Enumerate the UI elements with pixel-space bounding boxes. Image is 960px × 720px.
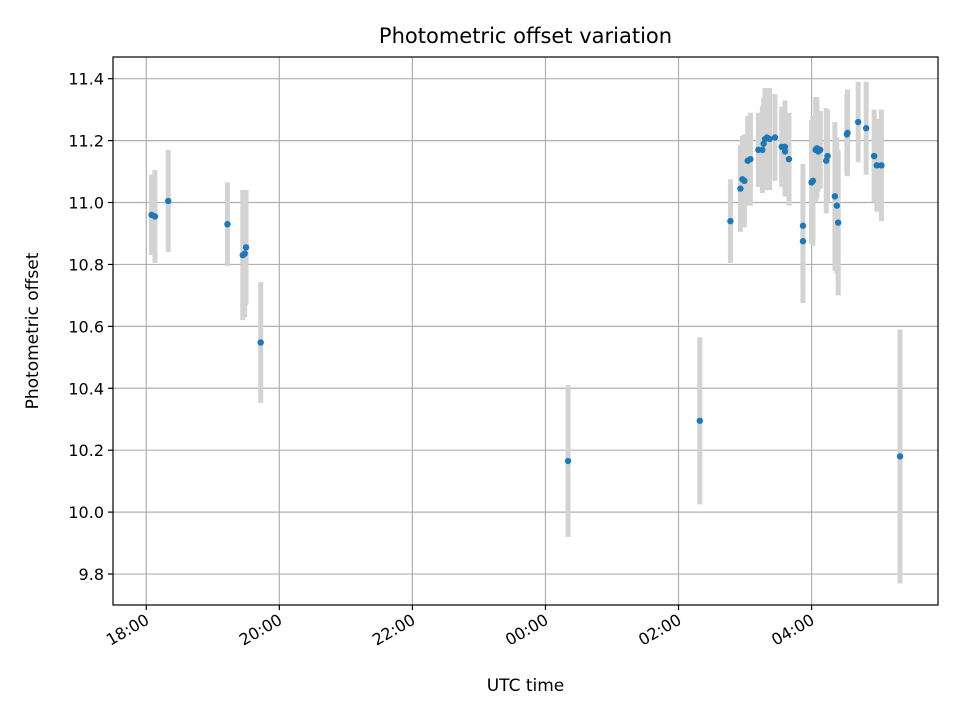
data-point	[799, 238, 807, 245]
data-point	[741, 177, 748, 185]
data-point	[151, 213, 159, 220]
data-point	[831, 193, 839, 200]
data-point	[696, 417, 704, 424]
y-tick-label: 10.6	[68, 317, 104, 336]
plot-frame	[112, 56, 939, 606]
data-point	[747, 155, 754, 163]
data-point	[854, 118, 862, 126]
data-point	[759, 146, 766, 154]
y-tick-label: 10.2	[68, 441, 104, 460]
y-tick-label: 10.8	[68, 255, 104, 274]
data-point	[727, 217, 734, 225]
data-point	[873, 162, 880, 169]
data-point	[781, 143, 789, 150]
y-axis-ticks: 9.8 10.0 10.2 10.4 10.6 10.8 11.0 11.2 11.4	[68, 70, 113, 584]
data-point	[564, 457, 572, 465]
data-point	[766, 135, 773, 143]
data-point	[824, 152, 831, 160]
y-tick-label: 10.0	[68, 503, 104, 522]
data-point	[878, 162, 885, 169]
data-point	[809, 177, 817, 185]
data-point	[257, 339, 264, 346]
y-tick-label: 11.2	[68, 132, 104, 151]
data-points	[148, 118, 904, 465]
data-point	[817, 146, 824, 154]
data-point	[737, 185, 744, 192]
data-point	[165, 197, 172, 205]
data-point	[833, 202, 841, 209]
chart-title: Photometric offset variation	[379, 24, 672, 48]
data-point	[835, 219, 842, 226]
data-point	[224, 220, 231, 228]
y-tick-label: 10.4	[68, 379, 104, 398]
y-tick-label: 9.8	[79, 565, 104, 584]
data-point	[844, 129, 851, 137]
data-point	[242, 244, 250, 251]
y-tick-label: 11.4	[68, 70, 104, 89]
data-point	[870, 152, 878, 160]
x-axis-label: UTC time	[487, 676, 565, 696]
data-point	[771, 134, 779, 141]
y-axis-label: Photometric offset	[23, 252, 43, 409]
data-point	[862, 125, 870, 132]
data-point	[241, 250, 248, 257]
data-point	[896, 453, 904, 460]
y-tick-label: 11.0	[68, 194, 104, 213]
grid	[113, 57, 938, 605]
data-point	[785, 155, 793, 163]
data-point	[799, 222, 807, 229]
data-point	[781, 148, 789, 155]
